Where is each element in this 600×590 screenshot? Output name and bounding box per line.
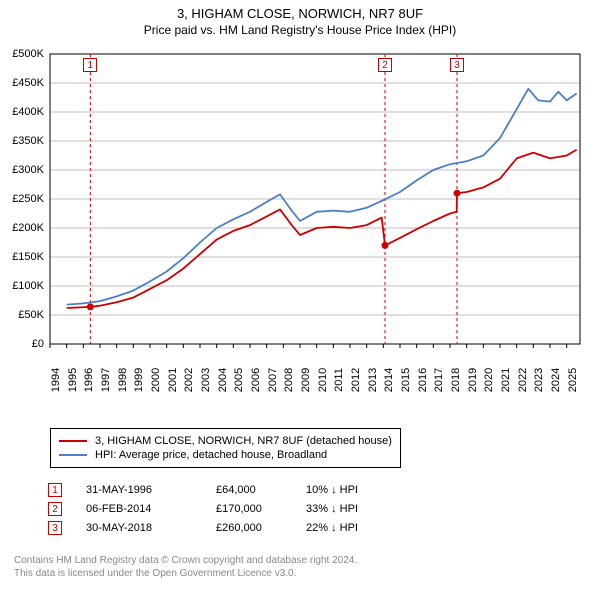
y-tick-label: £50K (4, 309, 44, 321)
sale-marker-num: 3 (48, 521, 62, 535)
sale-price: £170,000 (216, 503, 306, 515)
sale-date: 06-FEB-2014 (86, 503, 216, 515)
chart-titles: 3, HIGHAM CLOSE, NORWICH, NR7 8UF Price … (0, 0, 600, 37)
sale-date: 30-MAY-2018 (86, 522, 216, 534)
x-tick-label: 2018 (450, 368, 462, 392)
title-subtitle: Price paid vs. HM Land Registry's House … (0, 23, 600, 37)
x-tick-label: 2020 (483, 368, 495, 392)
legend-label: 3, HIGHAM CLOSE, NORWICH, NR7 8UF (detac… (95, 435, 392, 447)
chart-area: £0 £50K £100K £150K £200K £250K £300K £350K £400… (0, 44, 600, 384)
sale-diff: 10% ↓ HPI (306, 484, 406, 496)
x-tick-label: 2004 (217, 368, 229, 392)
legend-swatch (59, 440, 87, 442)
sale-marker-box: 1 (83, 58, 97, 72)
x-tick-label: 2015 (400, 368, 412, 392)
y-tick-label: £350K (4, 135, 44, 147)
x-tick-label: 2016 (417, 368, 429, 392)
x-tick-label: 2023 (533, 368, 545, 392)
y-tick-label: £300K (4, 164, 44, 176)
y-tick-label: £150K (4, 251, 44, 263)
x-tick-label: 2005 (233, 368, 245, 392)
sales-row: 1 31-MAY-1996 £64,000 10% ↓ HPI (48, 483, 406, 497)
x-tick-label: 2012 (350, 368, 362, 392)
x-tick-label: 2013 (367, 368, 379, 392)
x-tick-label: 1998 (117, 368, 129, 392)
sale-diff: 33% ↓ HPI (306, 503, 406, 515)
footer-attribution: Contains HM Land Registry data © Crown c… (14, 554, 357, 580)
x-tick-label: 2008 (283, 368, 295, 392)
legend-item: HPI: Average price, detached house, Broa… (59, 449, 392, 461)
x-tick-label: 2024 (550, 368, 562, 392)
x-tick-label: 2011 (333, 368, 345, 392)
x-tick-label: 2025 (567, 368, 579, 392)
footer-line2: This data is licensed under the Open Gov… (14, 567, 357, 580)
y-tick-label: £100K (4, 280, 44, 292)
x-tick-label: 1994 (50, 368, 62, 392)
x-tick-label: 2022 (517, 368, 529, 392)
x-tick-label: 2014 (383, 368, 395, 392)
x-tick-label: 2001 (167, 368, 179, 392)
legend-item: 3, HIGHAM CLOSE, NORWICH, NR7 8UF (detac… (59, 435, 392, 447)
sales-row: 2 06-FEB-2014 £170,000 33% ↓ HPI (48, 502, 406, 516)
sale-date: 31-MAY-1996 (86, 484, 216, 496)
y-tick-label: £500K (4, 48, 44, 60)
sales-table: 1 31-MAY-1996 £64,000 10% ↓ HPI 2 06-FEB… (48, 478, 406, 540)
sale-marker-box: 3 (450, 58, 464, 72)
x-tick-label: 2021 (500, 368, 512, 392)
chart-svg (0, 44, 600, 384)
sale-price: £260,000 (216, 522, 306, 534)
y-tick-label: £400K (4, 106, 44, 118)
x-tick-label: 2003 (200, 368, 212, 392)
chart-container: { "title_line1": "3, HIGHAM CLOSE, NORWI… (0, 0, 600, 590)
y-tick-label: £200K (4, 222, 44, 234)
title-address: 3, HIGHAM CLOSE, NORWICH, NR7 8UF (0, 6, 600, 21)
footer-line1: Contains HM Land Registry data © Crown c… (14, 554, 357, 567)
sale-diff: 22% ↓ HPI (306, 522, 406, 534)
x-tick-label: 2006 (250, 368, 262, 392)
legend-label: HPI: Average price, detached house, Broa… (95, 449, 327, 461)
x-tick-label: 1995 (67, 368, 79, 392)
x-tick-label: 2019 (467, 368, 479, 392)
x-tick-label: 1997 (100, 368, 112, 392)
sales-row: 3 30-MAY-2018 £260,000 22% ↓ HPI (48, 521, 406, 535)
legend: 3, HIGHAM CLOSE, NORWICH, NR7 8UF (detac… (50, 428, 401, 468)
y-tick-label: £0 (4, 338, 44, 350)
y-tick-label: £450K (4, 77, 44, 89)
x-tick-label: 1999 (133, 368, 145, 392)
x-tick-label: 2009 (300, 368, 312, 392)
legend-swatch (59, 454, 87, 456)
x-tick-label: 2000 (150, 368, 162, 392)
x-tick-label: 2002 (183, 368, 195, 392)
x-tick-label: 2017 (433, 368, 445, 392)
sale-marker-box: 2 (378, 58, 392, 72)
y-tick-label: £250K (4, 193, 44, 205)
sale-marker-num: 2 (48, 502, 62, 516)
x-tick-label: 2007 (267, 368, 279, 392)
sale-marker-num: 1 (48, 483, 62, 497)
x-tick-label: 2010 (317, 368, 329, 392)
sale-price: £64,000 (216, 484, 306, 496)
x-tick-label: 1996 (83, 368, 95, 392)
